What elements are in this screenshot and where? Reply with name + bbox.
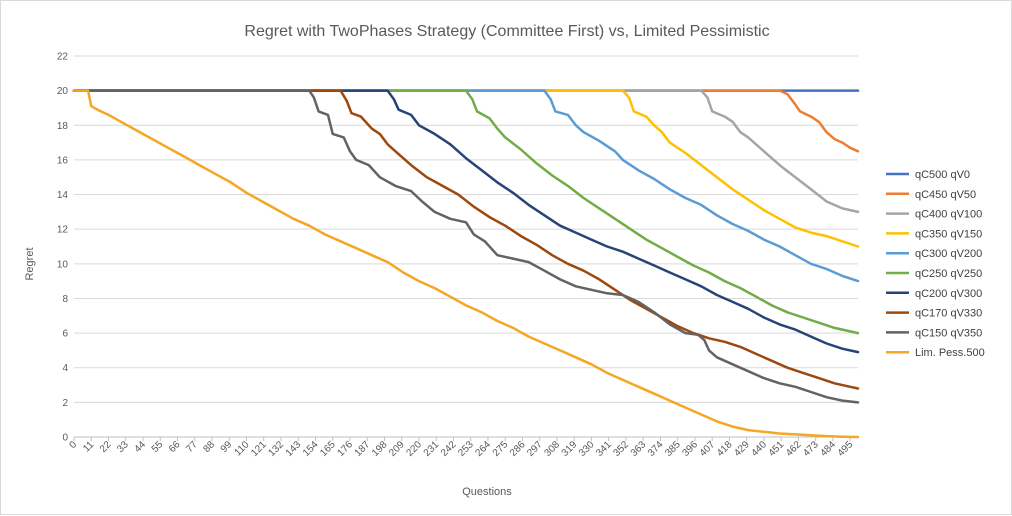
x-tick-label: 440 <box>749 439 769 459</box>
x-tick-label: 44 <box>132 439 148 455</box>
y-tick-label: 12 <box>57 225 69 236</box>
x-tick-label: 22 <box>98 439 114 455</box>
series-lines <box>72 89 860 439</box>
legend-label-3: qC400 qV100 <box>915 209 982 221</box>
y-tick-label: 16 <box>57 155 69 166</box>
y-tick-label: 0 <box>62 433 68 444</box>
legend-label-5: qC300 qV200 <box>915 248 982 260</box>
x-tick-label: 77 <box>184 439 200 455</box>
x-tick-label: 176 <box>336 439 356 459</box>
y-tick-label: 2 <box>62 398 68 409</box>
x-tick-label: 264 <box>473 439 493 459</box>
legend-label-1: qC500 qV0 <box>915 169 970 181</box>
legend-label-4: qC350 qV150 <box>915 228 982 240</box>
x-tick-label: 462 <box>784 439 804 459</box>
x-tick-label: 88 <box>201 439 217 455</box>
x-tick-label: 0 <box>67 439 79 451</box>
series-line-4 <box>72 89 860 248</box>
y-tick-label: 18 <box>57 121 69 132</box>
y-tick-label: 4 <box>62 363 68 374</box>
x-tick-label: 319 <box>560 439 580 459</box>
legend-label-8: qC170 qV330 <box>915 308 982 320</box>
x-tick-label: 187 <box>353 439 373 459</box>
x-tick-label: 33 <box>115 439 131 455</box>
series-line-10 <box>72 89 860 439</box>
x-tick-label: 451 <box>767 439 787 459</box>
x-tick-label: 275 <box>491 439 511 459</box>
x-tick-label: 121 <box>249 439 269 459</box>
legend-label-10: Lim. Pess.500 <box>915 347 985 359</box>
x-tick-label: 143 <box>284 439 304 459</box>
series-line-5 <box>72 89 860 283</box>
x-tick-label: 363 <box>629 439 649 459</box>
x-tick-label: 396 <box>680 439 700 459</box>
series-line-7 <box>72 89 860 354</box>
x-tick-label: 385 <box>663 439 683 459</box>
x-tick-label: 55 <box>150 439 166 455</box>
x-tick-label: 286 <box>508 439 528 459</box>
y-tick-label: 20 <box>57 86 69 97</box>
x-tick-label: 297 <box>525 439 545 459</box>
y-axis-title: Regret <box>24 247 36 280</box>
x-tick-label: 132 <box>267 439 287 459</box>
x-axis-title: Questions <box>462 486 512 498</box>
y-tick-label: 10 <box>57 259 69 270</box>
x-tick-label: 99 <box>219 439 235 455</box>
y-tick-label: 22 <box>57 52 69 63</box>
x-tick-label: 66 <box>167 439 183 455</box>
x-tick-label: 407 <box>698 439 718 459</box>
x-tick-label: 484 <box>818 439 838 459</box>
x-tick-label: 308 <box>542 439 562 459</box>
x-tick-label: 11 <box>81 439 96 454</box>
x-tick-label: 209 <box>387 439 407 459</box>
grid-lines <box>74 55 858 438</box>
x-tick-label: 242 <box>439 439 459 459</box>
series-line-3 <box>72 89 860 214</box>
legend-label-2: qC450 qV50 <box>915 189 976 201</box>
x-tick-label: 154 <box>301 439 321 459</box>
x-axis-ticks: 0 11 22 33 44 55 66 77 88 99110121132143154165176… <box>67 436 858 459</box>
series-line-8 <box>72 89 860 390</box>
x-tick-label: 418 <box>715 439 735 459</box>
x-tick-label: 165 <box>318 439 338 459</box>
legend-label-7: qC200 qV300 <box>915 288 982 300</box>
x-tick-label: 429 <box>732 439 752 459</box>
x-tick-label: 374 <box>646 439 666 459</box>
x-tick-label: 341 <box>594 439 614 459</box>
y-tick-label: 8 <box>62 294 68 305</box>
chart-title: Regret with TwoPhases Strategy (Committe… <box>244 23 769 40</box>
x-tick-label: 220 <box>405 439 425 459</box>
legend-label-6: qC250 qV250 <box>915 268 982 280</box>
legend: qC500 qV0 qC450 qV50 qC400 qV100 qC350 qV15… <box>886 169 985 359</box>
x-tick-label: 198 <box>370 439 390 459</box>
x-tick-label: 110 <box>233 439 252 458</box>
x-tick-label: 231 <box>422 439 442 459</box>
y-axis-ticks: 0 2 4 6 8 10 12 14 16 18 20 22 <box>57 52 69 444</box>
x-tick-label: 352 <box>611 439 631 459</box>
x-tick-label: 473 <box>801 439 821 459</box>
x-tick-label: 253 <box>456 439 476 459</box>
x-tick-label: 330 <box>577 439 597 459</box>
series-line-2 <box>72 89 860 153</box>
series-line-9 <box>72 89 860 404</box>
legend-label-9: qC150 qV350 <box>915 327 982 339</box>
x-tick-label: 495 <box>836 439 856 459</box>
y-tick-label: 14 <box>57 190 69 201</box>
y-tick-label: 6 <box>62 329 68 340</box>
series-line-6 <box>72 89 860 335</box>
